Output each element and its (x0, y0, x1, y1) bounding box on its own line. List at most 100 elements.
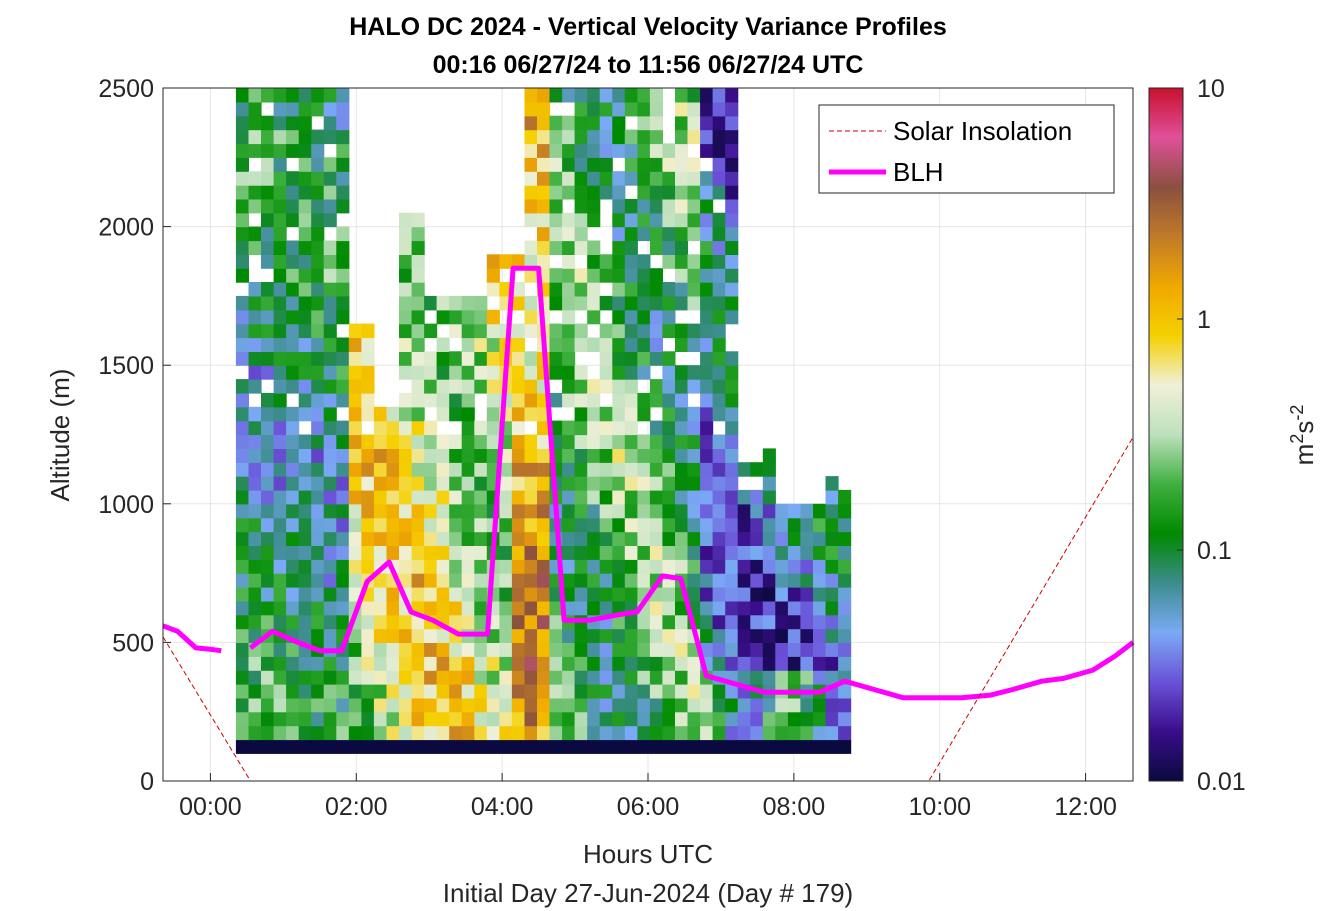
heatmap-cell (336, 725, 350, 741)
heatmap-cell (248, 101, 262, 117)
heatmap-cell (574, 503, 588, 519)
heatmap-cell (298, 88, 312, 103)
heatmap-cell (449, 614, 463, 630)
heatmap-cell (336, 171, 350, 186)
heatmap-cell (361, 337, 375, 352)
heatmap-cell (399, 337, 413, 352)
heatmap-cell (624, 448, 638, 463)
heatmap-cell (612, 503, 626, 519)
heatmap-cell (524, 545, 538, 560)
heatmap-cell (323, 157, 337, 172)
heatmap-cell (687, 448, 701, 463)
heatmap-cell (537, 503, 551, 519)
heatmap-cell (273, 157, 287, 172)
heatmap-cell (235, 489, 249, 505)
heatmap-cell (524, 406, 538, 422)
heatmap-cell (273, 101, 287, 117)
heatmap-cell (725, 697, 739, 713)
heatmap-cell (599, 379, 613, 394)
heatmap-cell (336, 684, 350, 699)
heatmap-cell (261, 684, 275, 699)
heatmap-cell (649, 697, 663, 713)
heatmap-cell (511, 434, 525, 449)
heatmap-cell (461, 600, 475, 616)
heatmap-cell (624, 212, 638, 228)
heatmap-cell (298, 282, 312, 297)
heatmap-cell (248, 739, 262, 754)
heatmap-cell (599, 503, 613, 519)
heatmap-cell (775, 517, 789, 533)
heatmap-cell (424, 365, 438, 380)
heatmap-cell (261, 559, 275, 574)
heatmap-cell (574, 406, 588, 422)
heatmap-cell (662, 725, 676, 741)
heatmap-cell (637, 489, 651, 505)
heatmap-cell (612, 545, 626, 560)
heatmap-cell (700, 185, 714, 200)
heatmap-cell (261, 295, 275, 311)
heatmap-cell (587, 517, 601, 533)
heatmap-cell (675, 115, 689, 131)
heatmap-cell (687, 157, 701, 172)
heatmap-cell (787, 531, 801, 546)
heatmap-cell (461, 559, 475, 574)
heatmap-cell (411, 725, 425, 741)
heatmap-cell (348, 365, 362, 380)
heatmap-cell (612, 115, 626, 131)
heatmap-cell (712, 614, 726, 630)
heatmap-cell (399, 559, 413, 574)
heatmap-cell (336, 240, 350, 255)
heatmap-cell (624, 420, 638, 436)
heatmap-cell (612, 309, 626, 325)
heatmap-cell (436, 711, 450, 727)
heatmap-cell (562, 503, 576, 519)
heatmap-cell (712, 711, 726, 727)
heatmap-cell (838, 628, 852, 643)
heatmap-cell (474, 545, 488, 560)
heatmap-cell (574, 489, 588, 505)
heatmap-cell (637, 725, 651, 741)
heatmap-cell (624, 295, 638, 311)
heatmap-cell (662, 212, 676, 228)
heatmap-cell (311, 587, 325, 602)
heatmap-cell (662, 379, 676, 394)
heatmap-cell (311, 711, 325, 727)
heatmap-cell (737, 697, 751, 713)
heatmap-cell (524, 212, 538, 228)
heatmap-cell (411, 337, 425, 352)
heatmap-cell (700, 503, 714, 519)
heatmap-cell (461, 614, 475, 630)
heatmap-cell (311, 684, 325, 699)
heatmap-cell (787, 573, 801, 588)
heatmap-cell (687, 476, 701, 491)
heatmap-cell (474, 656, 488, 671)
heatmap-cell (424, 448, 438, 463)
heatmap-cell (323, 268, 337, 283)
heatmap-cell (712, 697, 726, 713)
heatmap-cell (461, 420, 475, 436)
heatmap-cell (298, 614, 312, 630)
heatmap-cell (637, 448, 651, 463)
heatmap-cell (323, 503, 337, 519)
heatmap-cell (712, 573, 726, 588)
heatmap-cell (486, 337, 500, 352)
heatmap-cell (499, 642, 513, 657)
heatmap-cell (323, 545, 337, 560)
heatmap-cell (775, 697, 789, 713)
heatmap-cell (461, 365, 475, 380)
heatmap-cell (549, 642, 563, 657)
heatmap-cell (562, 573, 576, 588)
heatmap-cell (725, 115, 739, 131)
heatmap-cell (436, 295, 450, 311)
heatmap-cell (637, 309, 651, 325)
heatmap-cell (712, 489, 726, 505)
heatmap-cell (737, 462, 751, 477)
heatmap-cell (474, 517, 488, 533)
heatmap-cell (235, 101, 249, 117)
heatmap-cell (649, 725, 663, 741)
heatmap-cell (562, 268, 576, 283)
heatmap-cell (235, 642, 249, 657)
heatmap-cell (637, 573, 651, 588)
heatmap-cell (411, 254, 425, 269)
heatmap-cell (261, 503, 275, 519)
